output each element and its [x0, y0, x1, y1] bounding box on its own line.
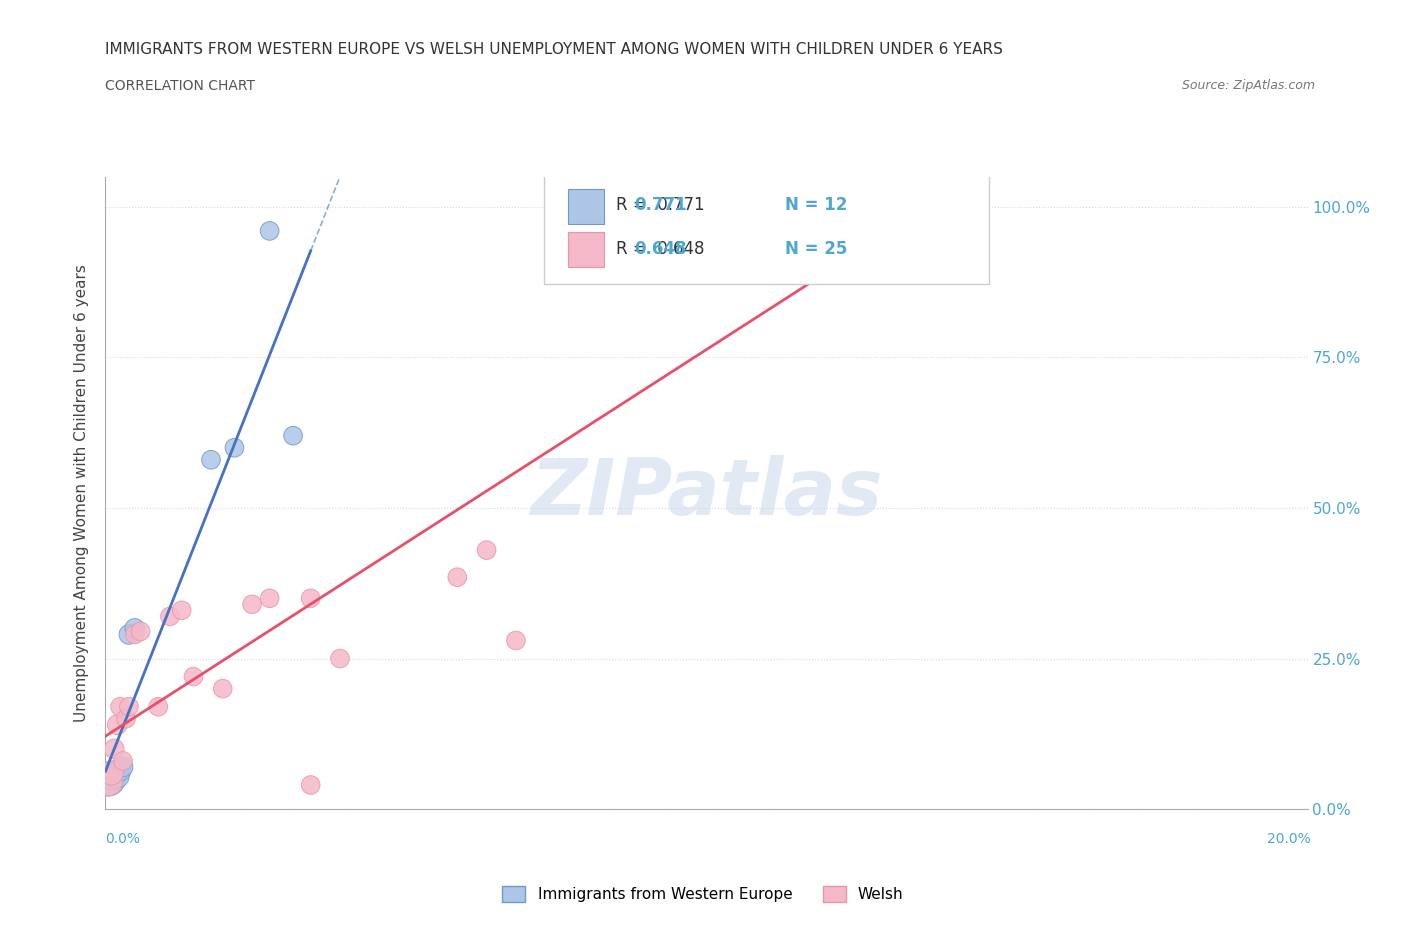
Point [299, 777, 322, 792]
Point [240, 597, 263, 612]
Point [115, 711, 138, 726]
Point [108, 699, 131, 714]
Text: 0.648: 0.648 [634, 241, 688, 259]
Point [124, 627, 146, 642]
Point [259, 223, 281, 238]
Point [681, 247, 703, 262]
Point [200, 452, 222, 467]
Point [299, 591, 322, 605]
Text: 0.0%: 0.0% [105, 832, 141, 846]
Text: 0.771: 0.771 [634, 196, 688, 214]
Point [211, 681, 233, 696]
Point [100, 765, 122, 780]
Text: CORRELATION CHART: CORRELATION CHART [105, 79, 256, 93]
Point [108, 763, 131, 777]
Point [159, 609, 181, 624]
Point [475, 543, 498, 558]
Point [281, 428, 304, 443]
Point [100, 768, 122, 783]
FancyBboxPatch shape [568, 190, 605, 224]
Point [112, 760, 135, 775]
Point [170, 603, 193, 618]
Point [148, 699, 170, 714]
Point [183, 670, 205, 684]
Y-axis label: Unemployment Among Women with Children Under 6 years: Unemployment Among Women with Children U… [75, 264, 90, 722]
Point [329, 651, 352, 666]
Point [118, 627, 141, 642]
FancyBboxPatch shape [544, 174, 988, 285]
Point [105, 768, 128, 783]
Point [97, 775, 120, 790]
Text: ZIPatlas: ZIPatlas [530, 455, 883, 531]
Text: N = 12: N = 12 [785, 196, 846, 214]
Text: IMMIGRANTS FROM WESTERN EUROPE VS WELSH UNEMPLOYMENT AMONG WOMEN WITH CHILDREN U: IMMIGRANTS FROM WESTERN EUROPE VS WELSH … [105, 42, 1004, 57]
Text: Source: ZipAtlas.com: Source: ZipAtlas.com [1181, 79, 1315, 92]
Point [105, 717, 128, 732]
Point [103, 741, 125, 756]
Point [259, 591, 281, 605]
Point [103, 765, 125, 780]
Point [505, 633, 527, 648]
Point [446, 570, 468, 585]
Text: R =  0.771: R = 0.771 [616, 196, 704, 214]
Text: 20.0%: 20.0% [1267, 832, 1310, 846]
Legend: Immigrants from Western Europe, Welsh: Immigrants from Western Europe, Welsh [496, 880, 910, 909]
Point [124, 621, 146, 636]
Point [564, 247, 586, 262]
FancyBboxPatch shape [568, 232, 605, 267]
Point [97, 772, 120, 787]
Point [224, 440, 246, 455]
Text: N = 25: N = 25 [785, 241, 846, 259]
Text: R =  0.648: R = 0.648 [616, 241, 704, 259]
Point [129, 624, 152, 639]
Point [112, 753, 135, 768]
Point [118, 699, 141, 714]
